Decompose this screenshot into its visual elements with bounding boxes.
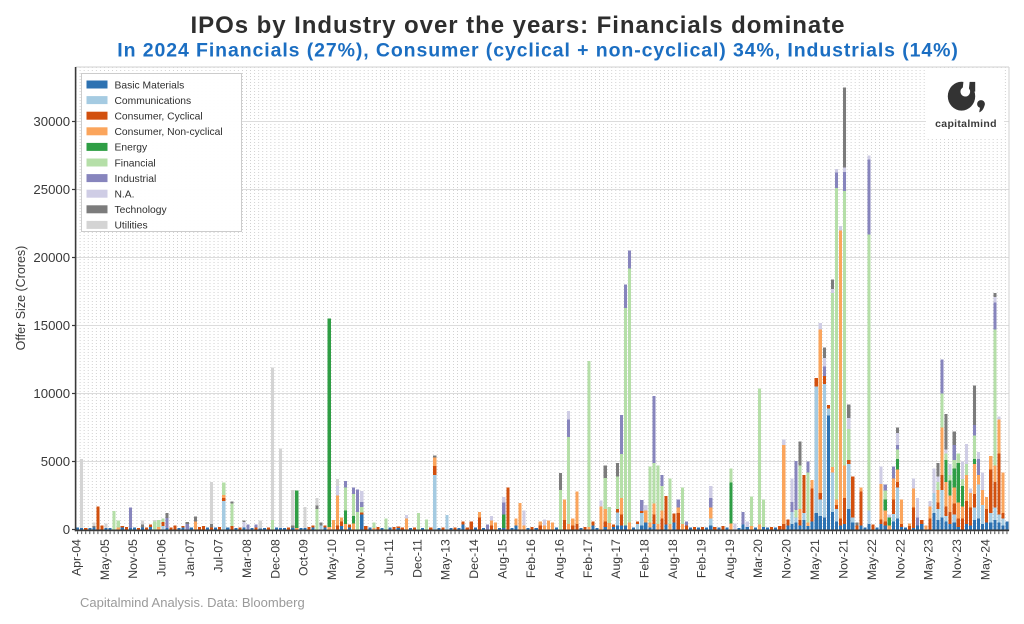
svg-text:Utilities: Utilities <box>115 221 148 232</box>
svg-text:0: 0 <box>63 522 70 537</box>
svg-text:May-22: May-22 <box>865 539 879 580</box>
svg-text:Mar-08: Mar-08 <box>240 539 254 578</box>
svg-text:Feb-16: Feb-16 <box>524 539 538 578</box>
svg-text:Nov-10: Nov-10 <box>354 539 368 579</box>
svg-text:Aug-18: Aug-18 <box>666 539 680 579</box>
svg-text:May-10: May-10 <box>325 539 339 580</box>
svg-text:May-21: May-21 <box>808 539 822 580</box>
svg-text:Nov-21: Nov-21 <box>836 539 850 579</box>
svg-text:Consumer, Non-cyclical: Consumer, Non-cyclical <box>115 127 223 138</box>
svg-text:Mar-20: Mar-20 <box>751 539 765 578</box>
svg-text:May-24: May-24 <box>978 539 992 580</box>
svg-text:Nov-20: Nov-20 <box>780 539 794 579</box>
svg-text:Technology: Technology <box>115 205 168 216</box>
svg-text:Communications: Communications <box>115 96 192 107</box>
svg-text:Nov-23: Nov-23 <box>950 539 964 579</box>
svg-text:capitalmind: capitalmind <box>935 118 997 130</box>
svg-text:Feb-17: Feb-17 <box>581 539 595 578</box>
svg-text:Dec-08: Dec-08 <box>268 539 282 579</box>
svg-text:Aug-16: Aug-16 <box>552 539 566 579</box>
svg-text:Financial: Financial <box>115 158 156 169</box>
svg-text:Dec-11: Dec-11 <box>410 539 424 578</box>
svg-text:Jun-06: Jun-06 <box>155 539 169 577</box>
svg-text:May-05: May-05 <box>98 539 112 580</box>
svg-text:15000: 15000 <box>33 318 70 333</box>
svg-text:Consumer, Cyclical: Consumer, Cyclical <box>115 112 203 123</box>
svg-text:Jul-07: Jul-07 <box>211 539 225 573</box>
svg-text:30000: 30000 <box>33 114 70 129</box>
svg-text:Feb-19: Feb-19 <box>694 539 708 578</box>
svg-text:May-23: May-23 <box>922 539 936 580</box>
svg-text:Aug-19: Aug-19 <box>723 539 737 579</box>
svg-text:Aug-17: Aug-17 <box>609 539 623 579</box>
svg-text:20000: 20000 <box>33 250 70 265</box>
svg-text:N.A.: N.A. <box>115 190 135 201</box>
svg-text:IPOs by Industry over the year: IPOs by Industry over the years: Financi… <box>191 12 846 39</box>
svg-text:Jan-07: Jan-07 <box>183 539 197 577</box>
svg-text:Nov-22: Nov-22 <box>893 539 907 579</box>
svg-text:Basic Materials: Basic Materials <box>115 80 185 91</box>
svg-text:Feb-18: Feb-18 <box>638 539 652 578</box>
svg-text:Apr-04: Apr-04 <box>69 539 83 576</box>
svg-text:Dec-14: Dec-14 <box>467 539 481 579</box>
svg-text:25000: 25000 <box>33 182 70 197</box>
svg-text:5000: 5000 <box>41 454 70 469</box>
svg-text:In 2024 Financials (27%), Cons: In 2024 Financials (27%), Consumer (cycl… <box>117 40 958 62</box>
svg-text:Capitalmind Analysis. Data: Bl: Capitalmind Analysis. Data: Bloomberg <box>80 595 305 610</box>
svg-text:May-13: May-13 <box>439 539 453 580</box>
svg-text:Oct-09: Oct-09 <box>297 539 311 576</box>
svg-text:Nov-05: Nov-05 <box>126 539 140 579</box>
svg-text:Energy: Energy <box>115 143 148 154</box>
svg-text:Industrial: Industrial <box>115 174 157 185</box>
svg-text:Jun-11: Jun-11 <box>382 539 396 576</box>
svg-text:Offer Size (Crores): Offer Size (Crores) <box>14 246 28 351</box>
svg-text:Aug-15: Aug-15 <box>496 539 510 579</box>
svg-text:10000: 10000 <box>33 386 70 401</box>
